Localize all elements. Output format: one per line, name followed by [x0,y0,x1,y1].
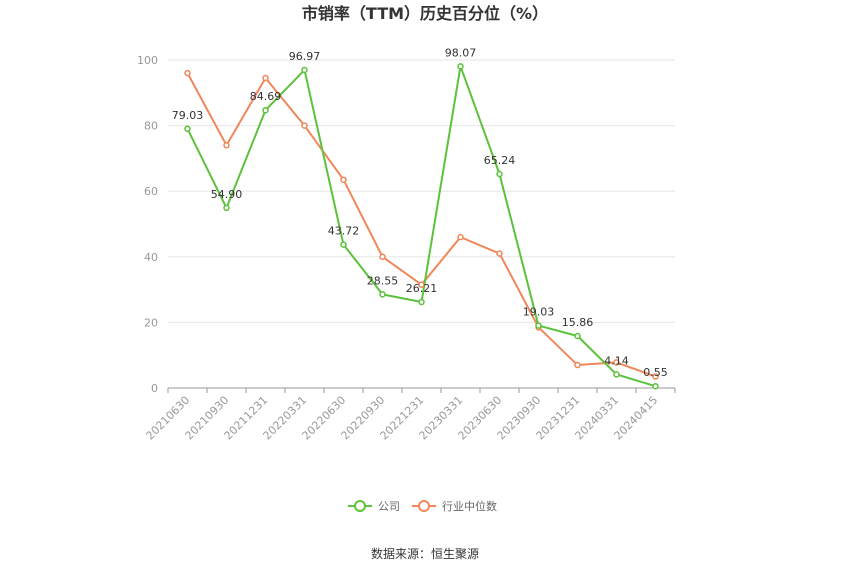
data-labels: 79.03 54.90 84.69 96.97 43.72 28.55 26.21 98.07… [172,46,668,379]
data-point [379,291,386,298]
y-tick-label: 80 [144,120,158,133]
data-point [184,125,191,133]
y-tick-label: 20 [144,316,158,329]
data-point [574,361,581,369]
series-line-0 [186,65,656,388]
legend-item-1[interactable]: 行业中位数 [412,499,497,513]
data-point [574,332,581,340]
data-point [340,176,347,183]
data-point [301,66,308,74]
data-point [223,204,230,212]
data-label: 54.90 [211,188,243,201]
data-label: 79.03 [172,109,204,122]
data-point [223,142,230,149]
data-label: 19.03 [523,306,555,319]
y-tick-label: 100 [137,54,158,67]
data-point [418,298,425,306]
data-point [535,322,542,329]
legend-label: 公司 [378,500,400,513]
data-label: 15.86 [562,316,594,329]
data-point [613,359,620,366]
data-label: 43.72 [328,225,360,238]
data-label: 26.21 [406,282,438,295]
data-point [184,69,191,77]
data-label: 96.97 [289,50,321,63]
legend-label: 行业中位数 [442,499,497,513]
data-point [457,63,464,70]
y-tick-label: 60 [144,185,158,198]
series-points [184,63,659,390]
source-note: 数据来源：恒生聚源 [371,546,479,561]
x-axis: 2021063020210930202112312022033120220630… [144,387,676,442]
data-point [496,250,503,257]
data-label: 0.55 [643,366,668,379]
legend[interactable]: 公司 行业中位数 [348,499,497,513]
series-lines [186,65,656,388]
data-point [262,106,269,114]
series-line-1 [186,72,656,378]
data-point [457,233,464,241]
data-point [613,371,620,378]
data-point [262,74,269,82]
data-point [652,382,659,390]
legend-marker [418,500,430,512]
grid [168,59,675,323]
data-label: 4.14 [604,354,629,367]
y-tick-label: 40 [144,251,158,264]
data-point [301,122,308,129]
data-label: 84.69 [250,90,282,103]
data-label: 98.07 [445,46,477,59]
y-tick-label: 0 [151,382,158,395]
data-label: 65.24 [484,154,516,167]
data-point [340,241,347,248]
chart-title: 市销率（TTM）历史百分位（%） [302,4,548,23]
y-axis: 0 20 40 60 80 100 [137,54,158,395]
legend-marker [354,500,366,512]
data-point [652,373,659,380]
data-point [379,253,386,261]
data-label: 28.55 [367,274,399,287]
legend-item-0[interactable]: 公司 [348,500,400,513]
data-point [418,281,425,288]
data-point [496,170,503,178]
